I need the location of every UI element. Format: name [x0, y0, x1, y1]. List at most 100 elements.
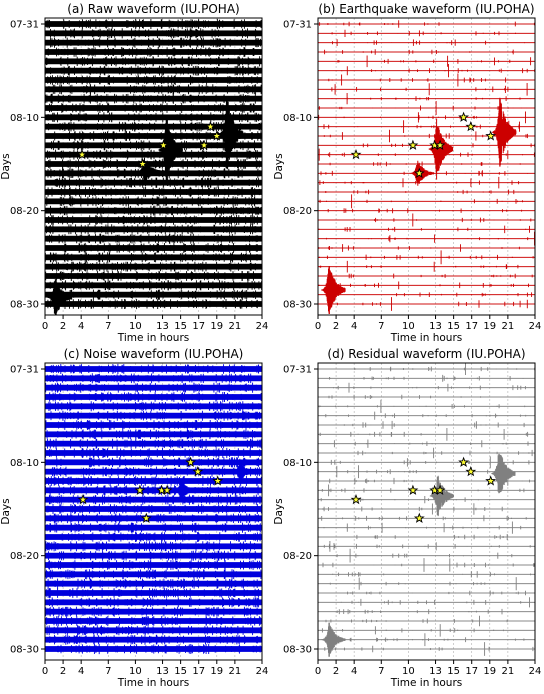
- trace-row: [318, 107, 535, 109]
- trace-noise: [45, 606, 258, 617]
- trace-noise: [47, 47, 255, 57]
- x-tick-label: 7: [378, 666, 384, 677]
- trace-row: [45, 496, 262, 503]
- trace-row: [45, 571, 262, 578]
- trace-row: [318, 88, 535, 90]
- trace-noise: [332, 382, 526, 393]
- x-tick-label: 7: [378, 321, 384, 332]
- y-tick-label: 08-30: [10, 645, 39, 656]
- event-star: [413, 512, 425, 523]
- x-tick-label: 24: [529, 666, 542, 677]
- x-tick-label: 2: [60, 666, 66, 677]
- panel-title: (c) Noise waveform (IU.POHA): [64, 347, 244, 361]
- trace-row: [45, 30, 262, 37]
- x-tick-label: 0: [315, 321, 321, 332]
- trace-row: [318, 555, 535, 557]
- trace-noise: [322, 558, 535, 572]
- trace-noise: [343, 420, 525, 430]
- y-axis-label: Days: [0, 498, 12, 524]
- plot-frame: [317, 17, 536, 316]
- x-axis-label: Time in hours: [390, 332, 462, 344]
- event-star: [485, 475, 497, 486]
- y-axis-label: Days: [273, 153, 285, 179]
- trace-noise: [319, 176, 520, 189]
- trace-noise: [318, 250, 534, 265]
- trace-row: [45, 254, 262, 261]
- event-star: [350, 149, 362, 160]
- x-tick-label: 17: [465, 666, 478, 677]
- x-tick-label: 15: [174, 321, 187, 332]
- trace-noise: [48, 550, 262, 561]
- x-tick-label: 17: [192, 321, 205, 332]
- trace-row: [318, 284, 535, 286]
- trace-noise: [50, 28, 258, 39]
- trace-noise: [319, 260, 519, 273]
- trace-noise: [319, 428, 529, 441]
- trace-noise: [45, 447, 261, 459]
- trace-row: [45, 67, 262, 74]
- trace-row: [45, 478, 262, 484]
- event-star: [77, 494, 89, 505]
- trace-noise: [326, 231, 535, 246]
- waveform-burst: [321, 622, 346, 657]
- trace-row: [45, 133, 262, 139]
- trace-noise: [45, 177, 260, 188]
- trace-row: [318, 396, 535, 398]
- waveform-burst: [136, 157, 162, 186]
- waveform-burst: [492, 97, 517, 167]
- trace-row: [318, 471, 535, 473]
- trace-row: [318, 611, 535, 613]
- trace-row: [318, 154, 535, 156]
- trace-noise: [332, 571, 532, 578]
- trace-row: [45, 524, 262, 531]
- waveform-burst: [428, 118, 454, 180]
- trace-noise: [45, 419, 258, 431]
- trace-row: [45, 384, 262, 391]
- trace-row: [318, 70, 535, 72]
- trace-row: [45, 95, 262, 102]
- y-tick-label: 08-10: [10, 458, 39, 469]
- trace-noise: [49, 597, 262, 608]
- x-tick-label: 4: [78, 321, 84, 332]
- trace-noise: [47, 298, 258, 310]
- trace-row: [318, 116, 535, 118]
- trace-row: [318, 303, 535, 305]
- event-star: [434, 139, 446, 150]
- trace-noise: [327, 208, 523, 214]
- trace-row: [45, 422, 262, 428]
- trace-noise: [45, 93, 256, 104]
- event-star: [140, 512, 152, 523]
- trace-noise: [45, 252, 258, 263]
- event-star: [134, 484, 146, 495]
- trace-noise: [325, 189, 519, 195]
- trace-row: [45, 282, 262, 289]
- y-tick-label: 08-10: [10, 113, 39, 124]
- x-tick-label: 13: [429, 321, 442, 332]
- trace-row: [318, 238, 535, 240]
- trace-row: [45, 450, 262, 456]
- trace-row: [318, 639, 535, 641]
- x-tick-label: 17: [465, 321, 478, 332]
- x-tick-label: 19: [210, 666, 223, 677]
- trace-row: [318, 461, 535, 463]
- traces: [45, 363, 262, 655]
- trace-row: [45, 291, 262, 298]
- trace-noise: [374, 213, 532, 227]
- trace-noise: [319, 515, 527, 522]
- trace-row: [45, 151, 262, 158]
- x-tick-label: 15: [174, 666, 187, 677]
- trace-row: [318, 144, 535, 146]
- trace-noise: [47, 578, 258, 589]
- trace-noise: [45, 270, 262, 282]
- trace-noise: [332, 39, 526, 46]
- panel-1: 0 2 4 7 10 13 15 17 19 21 2407-3108-1008-2008-30(b…: [273, 2, 541, 344]
- trace-noise: [324, 49, 514, 55]
- trace-row: [45, 580, 262, 587]
- trace-row: [318, 51, 535, 53]
- x-tick-label: 0: [42, 321, 48, 332]
- waveform-burst: [47, 279, 72, 315]
- event-star: [407, 484, 419, 495]
- y-tick-label: 08-30: [283, 300, 312, 311]
- event-star: [161, 484, 173, 495]
